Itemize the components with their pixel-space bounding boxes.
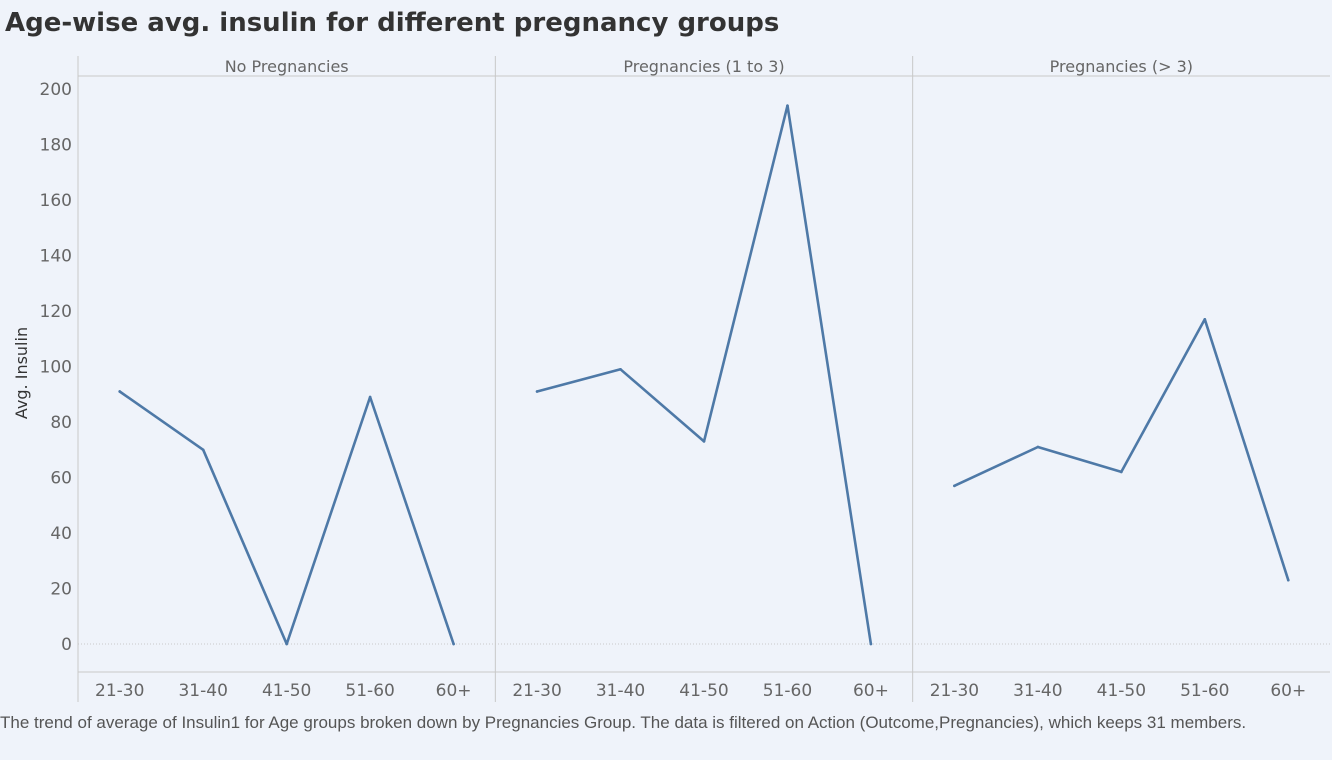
data-point bbox=[953, 484, 956, 488]
series-line bbox=[535, 104, 873, 646]
x-tick-label: 60+ bbox=[436, 681, 472, 701]
panel: Pregnancies (1 to 3) 21-30 31-40 41-50 51-60… bbox=[512, 57, 889, 701]
data-point bbox=[1286, 578, 1290, 582]
x-tick-label: 21-30 bbox=[95, 681, 144, 701]
data-point bbox=[786, 104, 789, 107]
y-tick-label: 100 bbox=[40, 358, 72, 378]
data-point bbox=[118, 390, 122, 393]
x-tick-label: 31-40 bbox=[596, 681, 645, 701]
data-point bbox=[285, 642, 288, 646]
chart-caption: The trend of average of Insulin1 for Age… bbox=[0, 713, 1247, 732]
series-line bbox=[953, 317, 1290, 582]
y-tick-label: 200 bbox=[40, 80, 72, 100]
chart-area: 0 20 40 60 80 100 120 140 160 180 200 No Pregnanci… bbox=[12, 56, 1330, 702]
y-tick-label: 180 bbox=[40, 136, 72, 156]
x-tick-label: 41-50 bbox=[262, 681, 311, 701]
x-tick-label: 51-60 bbox=[345, 681, 394, 701]
chart-frame bbox=[77, 56, 1330, 702]
x-tick-label: 41-50 bbox=[1097, 681, 1146, 701]
x-tick-label: 31-40 bbox=[1013, 681, 1062, 701]
x-tick-label: 51-60 bbox=[763, 681, 812, 701]
data-point bbox=[452, 642, 455, 646]
data-point bbox=[1120, 470, 1123, 474]
data-point bbox=[368, 395, 372, 399]
panel-title: Pregnancies (> 3) bbox=[1050, 57, 1193, 76]
series-line bbox=[118, 390, 455, 646]
y-tick-label: 120 bbox=[40, 302, 72, 322]
data-point bbox=[535, 390, 539, 393]
panel: No Pregnancies 21-30 31-40 41-50 51-60 60+ bbox=[95, 57, 472, 701]
y-tick-label: 0 bbox=[61, 635, 72, 655]
x-tick-label: 21-30 bbox=[512, 681, 561, 701]
y-tick-label: 60 bbox=[50, 469, 72, 489]
y-tick-label: 80 bbox=[50, 413, 72, 433]
data-point bbox=[869, 642, 873, 646]
x-tick-label: 41-50 bbox=[679, 681, 728, 701]
data-point bbox=[702, 440, 706, 443]
data-point bbox=[1203, 318, 1207, 321]
x-tick-label: 31-40 bbox=[178, 681, 227, 701]
y-axis: 0 20 40 60 80 100 120 140 160 180 200 bbox=[40, 80, 72, 655]
panel-title: No Pregnancies bbox=[225, 57, 349, 76]
data-point bbox=[619, 367, 622, 371]
x-tick-label: 60+ bbox=[1270, 681, 1306, 701]
data-point bbox=[201, 448, 205, 452]
y-tick-label: 160 bbox=[40, 191, 72, 211]
chart-title: Age-wise avg. insulin for different preg… bbox=[5, 8, 780, 38]
x-tick-label: 60+ bbox=[853, 681, 889, 701]
y-tick-label: 40 bbox=[50, 524, 72, 544]
panel-title: Pregnancies (1 to 3) bbox=[623, 57, 784, 76]
x-tick-label: 51-60 bbox=[1180, 681, 1229, 701]
panel: Pregnancies (> 3) 21-30 31-40 41-50 51-60 60+ bbox=[930, 57, 1307, 701]
y-axis-label: Avg. Insulin bbox=[12, 327, 31, 419]
data-point bbox=[1036, 445, 1040, 449]
y-tick-label: 140 bbox=[40, 247, 72, 267]
y-tick-label: 20 bbox=[50, 580, 72, 600]
x-tick-label: 21-30 bbox=[930, 681, 979, 701]
